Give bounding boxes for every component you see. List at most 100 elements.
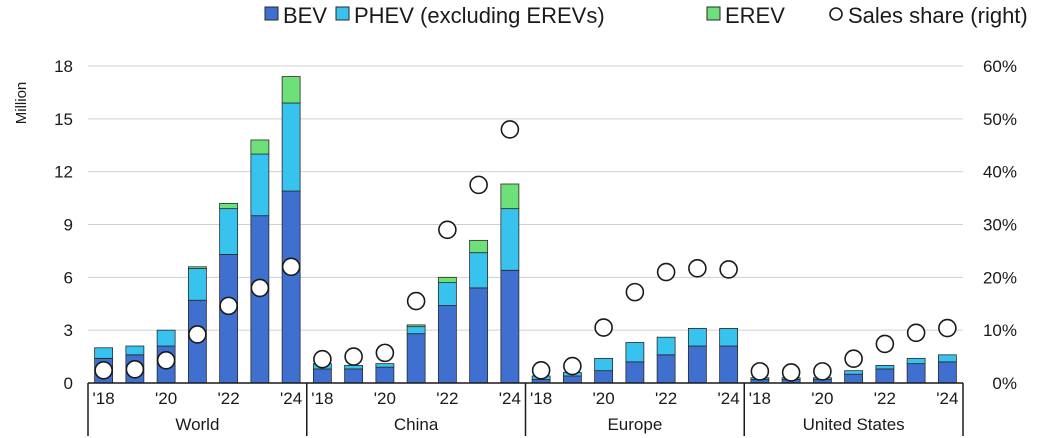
x-tick-label: '22 — [218, 389, 240, 408]
bev-bar — [656, 354, 676, 384]
bev-bar — [375, 366, 395, 384]
bev-bar — [594, 370, 614, 384]
erev-bar — [469, 239, 489, 254]
phev-bar — [281, 102, 301, 192]
x-tick-label: '18 — [749, 389, 771, 408]
bev-bar — [625, 361, 645, 384]
legend-share-marker — [829, 7, 843, 21]
group-label: Europe — [607, 415, 662, 434]
bev-bar — [937, 361, 957, 384]
phev-bar — [625, 342, 645, 363]
share-markers — [94, 120, 957, 382]
x-tick-label: '18 — [93, 389, 115, 408]
share-marker — [719, 260, 738, 279]
x-tick-label: '24 — [280, 389, 302, 408]
phev-bar — [719, 328, 739, 347]
phev-bar — [406, 326, 426, 335]
bev-bar — [875, 368, 895, 384]
y-tick-label-right: 20% — [983, 268, 1017, 287]
phev-bar — [187, 268, 207, 301]
x-tick-label: '24 — [499, 389, 521, 408]
legend-erev-swatch — [706, 6, 721, 21]
share-marker — [313, 349, 332, 369]
x-tick-label: '20 — [593, 389, 615, 408]
x-tick-label: '24 — [936, 389, 958, 408]
legend-bev-label: BEV — [283, 3, 327, 28]
share-marker — [438, 220, 457, 240]
share-marker — [94, 361, 113, 380]
bev-bar — [219, 254, 239, 384]
share-marker — [563, 356, 582, 376]
y-tick-label-left: 18 — [54, 57, 73, 76]
share-marker — [469, 175, 488, 195]
bev-bar — [437, 305, 457, 384]
phev-bar — [94, 347, 114, 359]
erev-bar — [219, 202, 239, 210]
share-marker — [188, 325, 207, 344]
share-marker — [688, 259, 707, 278]
phev-bar — [250, 153, 270, 217]
bev-bar — [844, 373, 864, 384]
y-tick-label-right: 50% — [983, 110, 1017, 129]
share-marker — [500, 120, 520, 139]
y-tick-label-left: 0 — [64, 374, 73, 393]
y-tick-label-right: 10% — [983, 321, 1017, 340]
group-label: China — [394, 415, 439, 434]
phev-bar — [656, 336, 676, 356]
x-tick-label: '22 — [874, 389, 896, 408]
phev-bar — [375, 363, 395, 368]
share-marker — [844, 349, 863, 368]
phev-bar — [219, 208, 239, 255]
share-marker — [625, 282, 645, 302]
erev-bar — [250, 139, 270, 155]
share-marker — [250, 278, 270, 298]
share-marker — [406, 291, 426, 311]
share-marker — [813, 362, 832, 381]
bev-bar — [906, 363, 926, 384]
x-tick-label: '20 — [811, 389, 833, 408]
y-tick-label-left: 12 — [54, 163, 73, 182]
legend-phev-swatch — [335, 6, 350, 21]
bev-bar — [469, 287, 489, 384]
share-marker — [906, 323, 926, 343]
bev-bar — [562, 375, 582, 384]
y-tick-label-left: 9 — [64, 216, 73, 235]
legend-phev-label: PHEV (excluding EREVs) — [354, 3, 605, 28]
legend-erev-label: EREV — [725, 3, 785, 28]
y-tick-label-right: 60% — [983, 57, 1017, 76]
share-marker — [750, 362, 770, 381]
phev-bar — [344, 364, 364, 370]
erev-bar — [406, 324, 426, 328]
bev-bar — [500, 269, 520, 384]
erev-bar — [187, 266, 207, 269]
y-tick-label-left: 6 — [64, 268, 73, 287]
share-marker — [219, 296, 238, 316]
share-marker — [531, 361, 551, 380]
phev-bar — [125, 345, 145, 356]
share-marker — [656, 262, 676, 282]
x-tick-label: '24 — [718, 389, 740, 408]
legend-share-label: Sales share (right) — [848, 3, 1028, 28]
x-tick-label: '18 — [311, 389, 333, 408]
legend: BEV PHEV (excluding EREVs) EREV Sales sh… — [264, 3, 1028, 28]
phev-bar — [437, 282, 457, 306]
share-marker — [375, 343, 395, 363]
bev-bar — [406, 333, 426, 384]
legend-bev-swatch — [264, 6, 279, 21]
erev-bar — [500, 183, 520, 210]
bev-bar — [719, 345, 739, 384]
bev-bar — [344, 368, 364, 384]
y-tick-label-left: 3 — [64, 321, 73, 340]
y-axis-left: 0 3 6 9 12 15 18 — [54, 57, 73, 393]
y-tick-label-right: 30% — [983, 216, 1017, 235]
phev-bar — [875, 364, 895, 370]
share-marker — [594, 318, 613, 337]
phev-bar — [500, 208, 520, 271]
x-tick-label: '22 — [655, 389, 677, 408]
x-tick-label: '22 — [436, 389, 458, 408]
phev-bar — [687, 328, 707, 347]
x-tick-label: '18 — [530, 389, 552, 408]
y-tick-label-left: 15 — [54, 110, 73, 129]
phev-bar — [469, 252, 489, 289]
